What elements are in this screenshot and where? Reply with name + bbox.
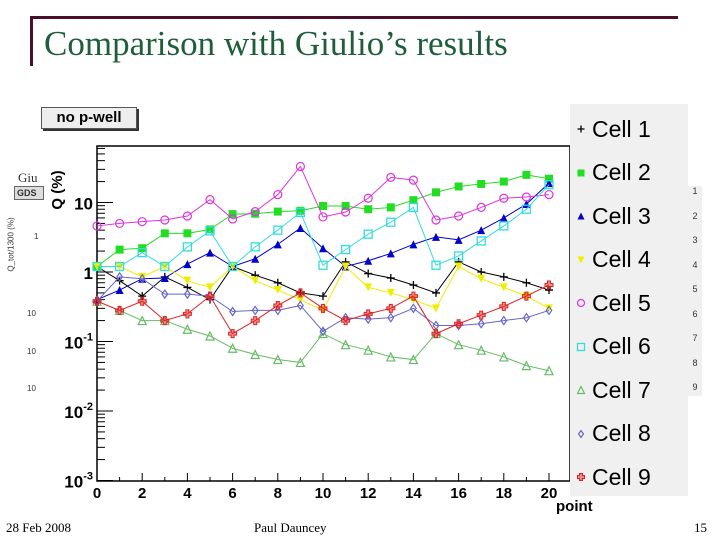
- ghost-legend-item: 9: [692, 382, 698, 392]
- legend-label: Cell 9: [592, 463, 651, 490]
- legend-item: Cell 7: [570, 370, 688, 410]
- ghost-legend-item: 1: [692, 186, 698, 196]
- x-tick-label: 14: [405, 485, 422, 502]
- x-tick-label: 2: [138, 485, 146, 502]
- legend-item: Cell 8: [570, 414, 688, 454]
- y-tick-label: 1: [84, 264, 93, 283]
- ghost-tick: 10: [27, 347, 36, 356]
- ghost-legend-item: 6: [692, 308, 698, 319]
- triangle-up-open-icon: [576, 385, 586, 395]
- x-axis-label: point: [556, 498, 593, 515]
- legend-item: Cell 2: [570, 153, 688, 193]
- legend-label: Cell 3: [592, 202, 651, 229]
- ghost-legend-item: 2: [692, 210, 698, 221]
- ghost-legend-item: 4: [692, 259, 698, 270]
- series-cell-2: [93, 170, 553, 271]
- plus-icon: [577, 125, 585, 133]
- x-tick-label: 0: [93, 485, 101, 502]
- square-filled-icon: [577, 169, 585, 176]
- x-tick-label: 6: [228, 485, 236, 502]
- legend-label: Cell 8: [592, 420, 651, 446]
- x-tick-label: 4: [183, 485, 192, 502]
- footer-date: 28 Feb 2008: [6, 520, 71, 535]
- y-tick-label: 10-2: [64, 401, 93, 422]
- legend-item: Cell 6: [570, 327, 688, 367]
- legend-item: Cell 1: [570, 109, 688, 149]
- x-tick-label: 20: [541, 485, 558, 502]
- chart-legend: Cell 1 Cell 2 Cell 3 Cell 4 Cell 5 Cell 6 Cell…: [570, 104, 688, 496]
- legend-label: Cell 2: [592, 159, 651, 185]
- series-cell-6: [92, 180, 554, 272]
- title-rule-left: [30, 16, 33, 66]
- page-number: 15: [694, 520, 707, 535]
- legend-label: Cell 7: [592, 376, 651, 403]
- ghost-legend-item: 7: [692, 333, 698, 343]
- legend-label: Cell 1: [592, 115, 651, 142]
- square-open-icon: [576, 342, 586, 351]
- triangle-up-filled-icon: [577, 212, 585, 220]
- series-cell-5: [92, 161, 554, 231]
- y-tick-label: 10-3: [64, 471, 93, 492]
- ghost-legend-item: 5: [692, 284, 698, 294]
- circle-open-icon: [576, 298, 586, 308]
- chart-title: no p-well: [41, 107, 137, 129]
- y-axis-label: Q (%): [49, 170, 66, 209]
- legend-item: Cell 5: [570, 283, 688, 323]
- ghost-legend-item: 8: [692, 357, 698, 368]
- ghost-tick: 1: [34, 232, 39, 241]
- ghost-gds-box: GDS: [14, 186, 44, 200]
- slide-title: Comparison with Giulio’s results: [44, 24, 508, 63]
- legend-item: Cell 9: [570, 457, 688, 497]
- ghost-legend-item: 3: [692, 235, 698, 245]
- x-tick-label: 10: [315, 485, 332, 502]
- y-tick-label: 10: [74, 195, 93, 214]
- y-tick-label: 10-1: [64, 332, 93, 353]
- title-rule-top: [30, 16, 678, 19]
- legend-item: Cell 3: [570, 196, 688, 236]
- diamond-open-icon: [577, 428, 585, 439]
- ghost-tick: 10: [27, 309, 36, 318]
- plus-open-icon: [577, 473, 585, 481]
- legend-label: Cell 6: [592, 333, 651, 359]
- triangle-down-filled-icon: [577, 256, 585, 263]
- footer-author: Paul Dauncey: [254, 520, 327, 535]
- x-tick-label: 12: [360, 485, 377, 502]
- legend-label: Cell 5: [592, 289, 651, 316]
- legend-label: Cell 4: [592, 246, 651, 272]
- x-tick-label: 18: [495, 485, 512, 502]
- ghost-legend: 1 2 3 4 5 6 7 8 9: [688, 186, 702, 396]
- x-tick-label: 8: [274, 485, 282, 502]
- legend-item: Cell 4: [570, 240, 688, 280]
- ghost-tick: 10: [27, 384, 36, 393]
- series-cell-9: [92, 280, 554, 339]
- x-tick-label: 16: [450, 485, 467, 502]
- ghost-text: Giu: [18, 170, 38, 185]
